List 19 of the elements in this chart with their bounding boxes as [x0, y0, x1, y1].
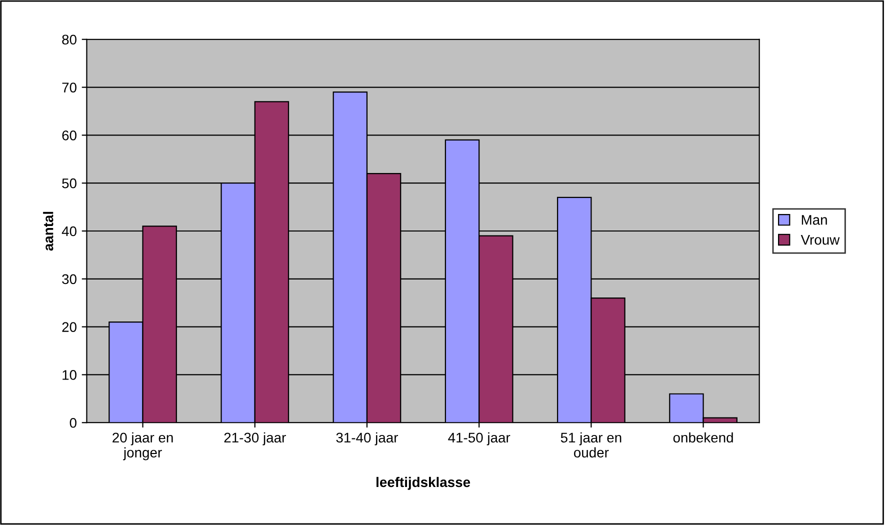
- x-tick-label: onbekend: [673, 432, 733, 443]
- legend-label: Man: [802, 215, 827, 225]
- x-tick-label: 51 jaar en ouder: [560, 432, 622, 458]
- x-tick-label: 20 jaar en jonger: [112, 432, 173, 460]
- y-axis-title: aantal: [43, 212, 54, 251]
- y-tick-label: 60: [62, 130, 76, 140]
- x-axis-title: leeftijdsklasse: [376, 476, 470, 490]
- x-tick-label: 21-30 jaar: [224, 432, 286, 446]
- y-tick-label: 50: [62, 178, 76, 188]
- legend-label: Vrouw: [800, 235, 840, 245]
- y-tick-label: 20: [62, 322, 76, 332]
- y-tick-label: 30: [62, 274, 76, 284]
- y-tick-label: 70: [62, 82, 76, 92]
- y-tick-label: 0: [70, 418, 76, 428]
- y-tick-label: 80: [62, 34, 76, 45]
- x-tick-label: 31-40 jaar: [336, 432, 398, 446]
- y-tick-label: 10: [62, 370, 76, 380]
- x-tick-label: 41-50 jaar: [448, 432, 510, 446]
- y-tick-label: 40: [62, 226, 76, 236]
